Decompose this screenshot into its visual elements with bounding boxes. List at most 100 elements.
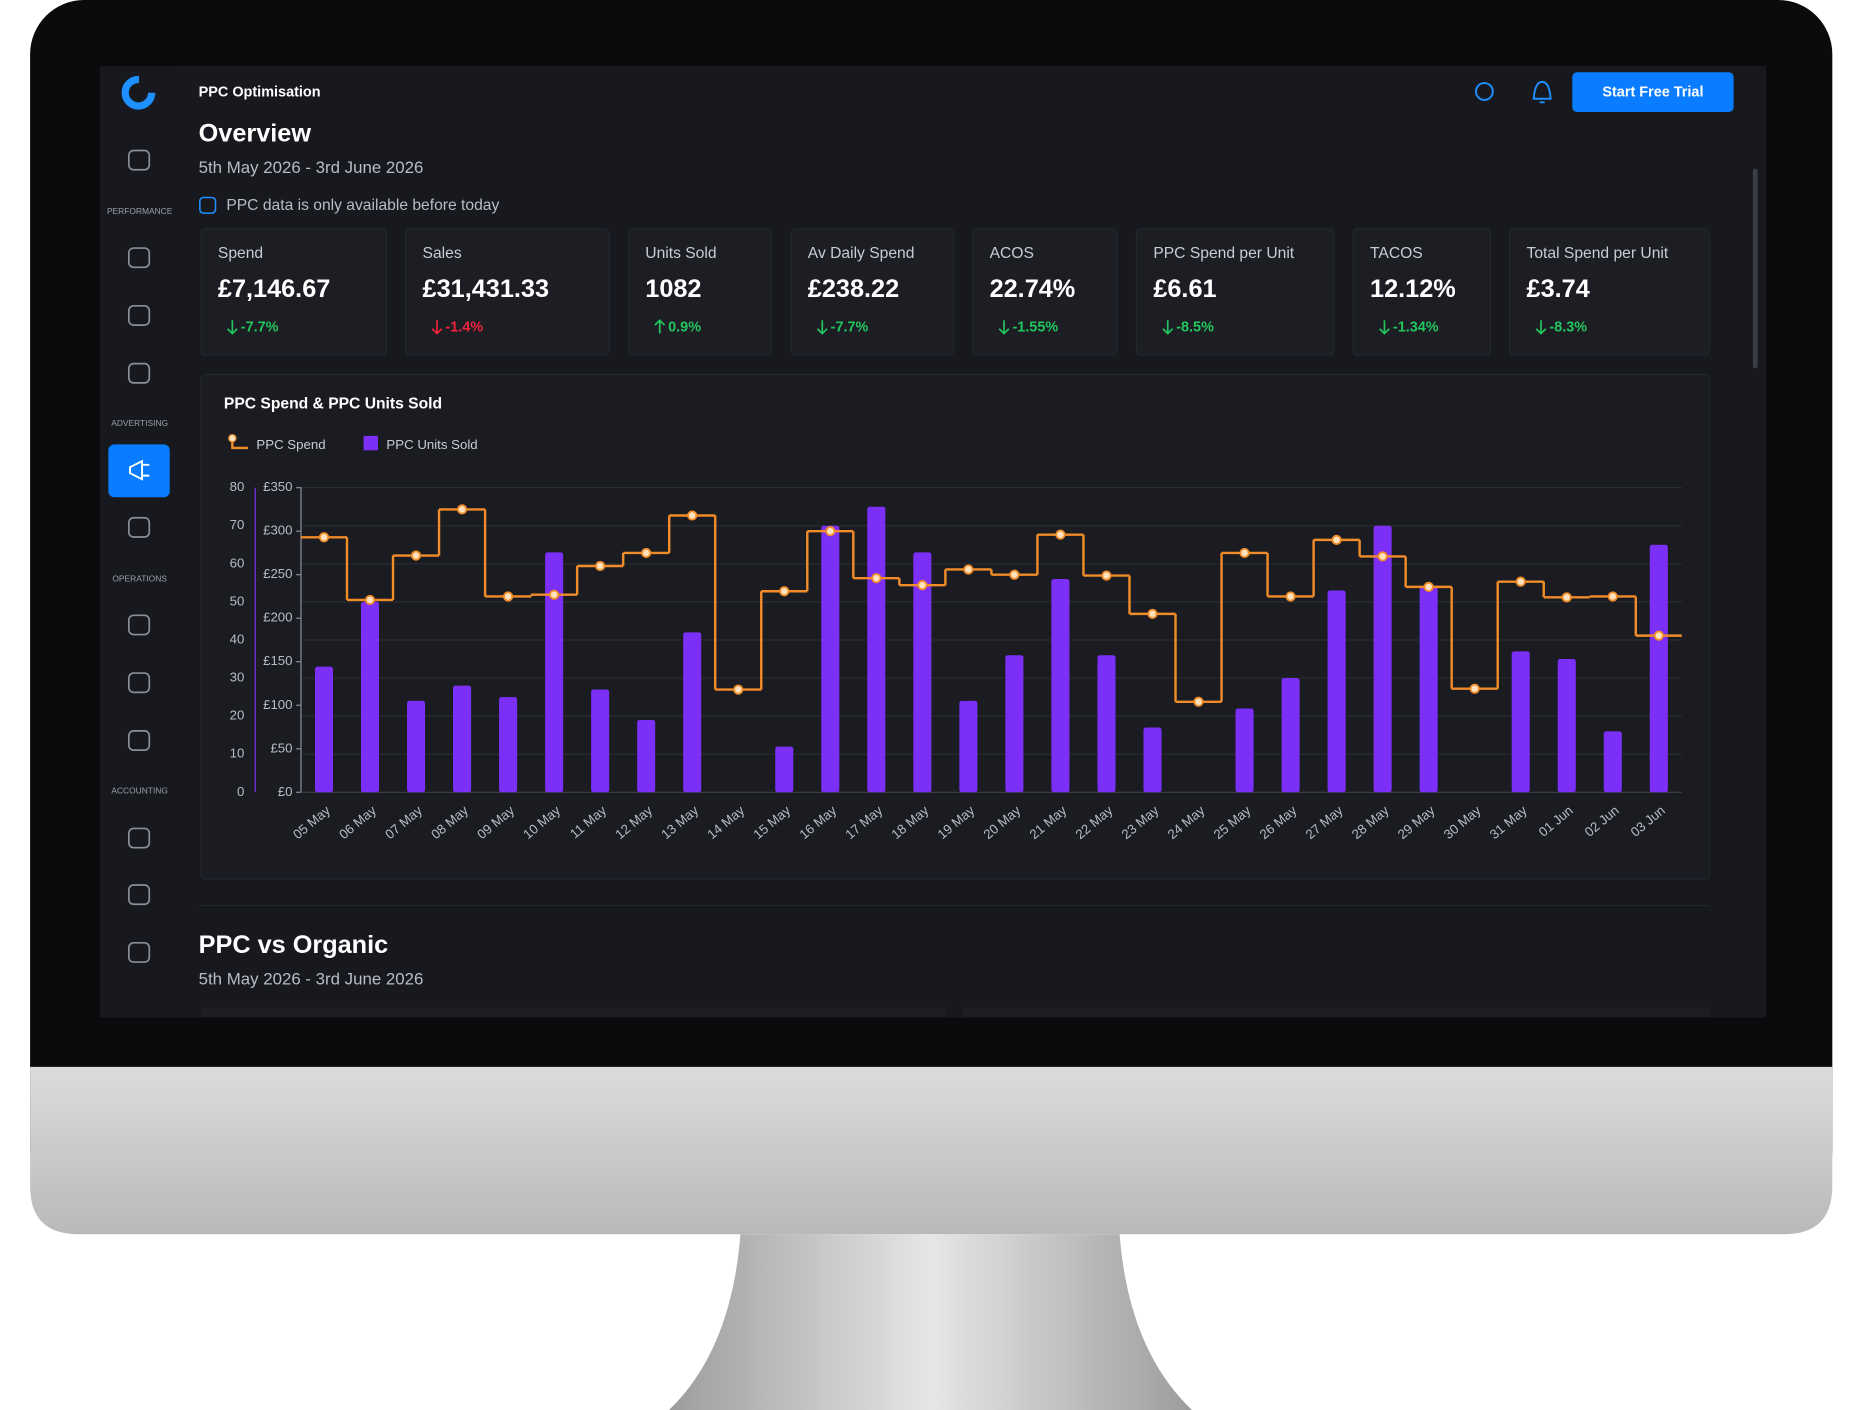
section-title: PPC vs Organic (199, 931, 389, 959)
kpi-label: Av Daily Spend (808, 245, 915, 262)
line-point (364, 594, 376, 606)
bar (775, 746, 794, 793)
sidebar-icon[interactable] (127, 884, 151, 906)
y-tick-label: 10 (230, 746, 245, 761)
sidebar-icon[interactable] (127, 304, 151, 326)
line-point (825, 526, 836, 537)
line-point (917, 580, 928, 591)
line-point (733, 684, 744, 695)
bar (499, 697, 518, 793)
trial-button[interactable] (1572, 72, 1734, 112)
date-range: 5th May 2026 - 3rd June 2026 (199, 970, 424, 989)
kpi-card (405, 228, 610, 356)
y2-tick-label: £150 (263, 653, 292, 668)
sidebar-icon[interactable] (127, 614, 151, 636)
kpi-change: -1.4% (445, 319, 483, 335)
y2-tick-label: £250 (263, 566, 292, 581)
kpi-card (200, 228, 388, 356)
notice: PPC data is only available before today (226, 197, 499, 214)
y2-tick-label: £50 (270, 740, 292, 755)
y2-tick-label: £100 (263, 697, 292, 712)
line-point (687, 510, 698, 521)
kpi-value: £3.74 (1527, 275, 1590, 303)
kpi-arrow (998, 320, 1010, 335)
y-tick-label: 30 (230, 670, 245, 685)
kpi-arrow (431, 320, 443, 335)
line-point (1193, 696, 1204, 707)
legend-swatch-dot (228, 434, 237, 443)
bar (591, 689, 610, 793)
kpi-card (972, 228, 1118, 356)
line-point (1009, 569, 1020, 580)
panel (963, 1007, 1710, 1018)
sidebar-icon[interactable] (127, 247, 151, 269)
bar (1097, 655, 1116, 793)
kpi-value: £6.61 (1153, 275, 1216, 303)
trial-button-label[interactable]: Start Free Trial (1602, 85, 1703, 101)
line-point (1377, 551, 1388, 562)
bar (821, 525, 840, 793)
sidebar-icon[interactable] (127, 941, 151, 963)
kpi-value: 22.74% (990, 275, 1076, 303)
bell-icon[interactable] (1532, 80, 1552, 104)
kpi-arrow (1379, 320, 1390, 335)
y2-tick-label: £0 (278, 784, 293, 799)
y2-tick-label: £200 (263, 610, 292, 625)
kpi-arrow (816, 320, 828, 335)
line-point (456, 504, 468, 515)
line-point (641, 547, 652, 559)
y2-tick-label: £350 (263, 479, 292, 494)
sidebar-icon[interactable] (127, 362, 151, 384)
sidebar-icon[interactable] (127, 149, 151, 171)
bar (360, 601, 380, 793)
kpi-change: -1.55% (1012, 319, 1058, 335)
bar (1005, 655, 1024, 793)
sidebar-icon[interactable] (127, 672, 151, 694)
y-tick-label: 40 (230, 631, 245, 646)
line-point (549, 589, 560, 600)
sidebar-active[interactable] (108, 444, 170, 498)
line-point (1239, 547, 1250, 559)
line-point (1101, 570, 1112, 581)
kpi-change: 0.9% (668, 319, 701, 335)
chart-title: PPC Spend & PPC Units Sold (224, 396, 442, 413)
kpi-arrow (226, 320, 238, 335)
kpi-value: 12.12% (1370, 275, 1456, 303)
kpi-label: PPC Spend per Unit (1153, 245, 1294, 262)
bar (407, 700, 426, 793)
scrollbar[interactable] (1752, 168, 1758, 369)
bar (867, 506, 886, 793)
y-tick-label: 0 (237, 784, 244, 799)
bar (1051, 579, 1070, 793)
line-point (779, 586, 790, 597)
bar (1281, 678, 1300, 793)
kpi-change: -7.7% (831, 319, 869, 335)
kpi-change: -7.7% (241, 319, 279, 335)
kpi-arrow (1535, 320, 1547, 335)
sidebar-section: OPERATIONS (112, 573, 167, 583)
logo (121, 75, 156, 110)
bar (1373, 525, 1392, 793)
line-point (1147, 608, 1158, 619)
kpi-label: ACOS (990, 245, 1034, 262)
sidebar-active-icon (129, 459, 150, 481)
panel (201, 1007, 946, 1018)
sidebar-icon[interactable] (127, 730, 151, 751)
monitor-stand (669, 1234, 1193, 1410)
bar (913, 552, 932, 793)
kpi-value: £238.22 (808, 275, 899, 303)
kpi-label: Total Spend per Unit (1527, 245, 1669, 262)
line-point (1469, 683, 1480, 694)
bar (314, 666, 334, 793)
sidebar-icon[interactable] (127, 827, 151, 849)
monitor-chin (30, 1066, 1833, 1235)
sidebar-icon[interactable] (127, 516, 151, 538)
line-point (963, 564, 974, 575)
sidebar-section: PERFORMANCE (107, 206, 173, 216)
line-point (1607, 591, 1618, 602)
kpi-arrow (1162, 320, 1174, 335)
y-tick-label: 50 (230, 593, 245, 608)
support-icon[interactable] (1474, 82, 1494, 101)
line-point (1653, 630, 1664, 641)
